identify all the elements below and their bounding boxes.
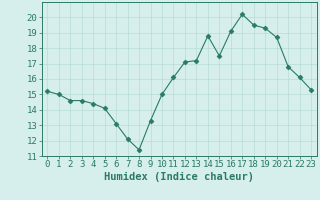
X-axis label: Humidex (Indice chaleur): Humidex (Indice chaleur) (104, 172, 254, 182)
